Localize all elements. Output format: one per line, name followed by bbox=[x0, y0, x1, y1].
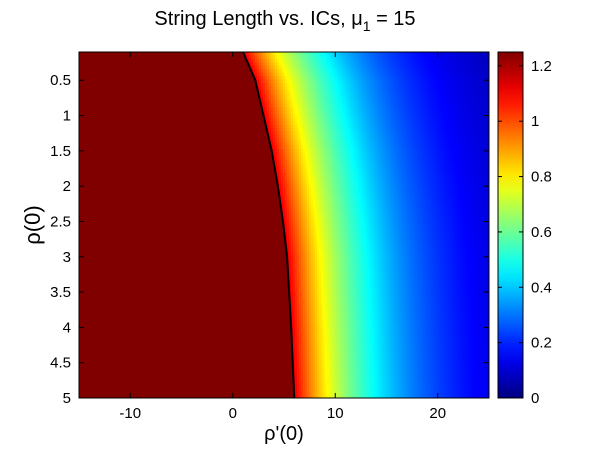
chart-title: String Length vs. ICs, μ1 = 15 bbox=[154, 8, 415, 34]
plot-area bbox=[79, 52, 490, 399]
